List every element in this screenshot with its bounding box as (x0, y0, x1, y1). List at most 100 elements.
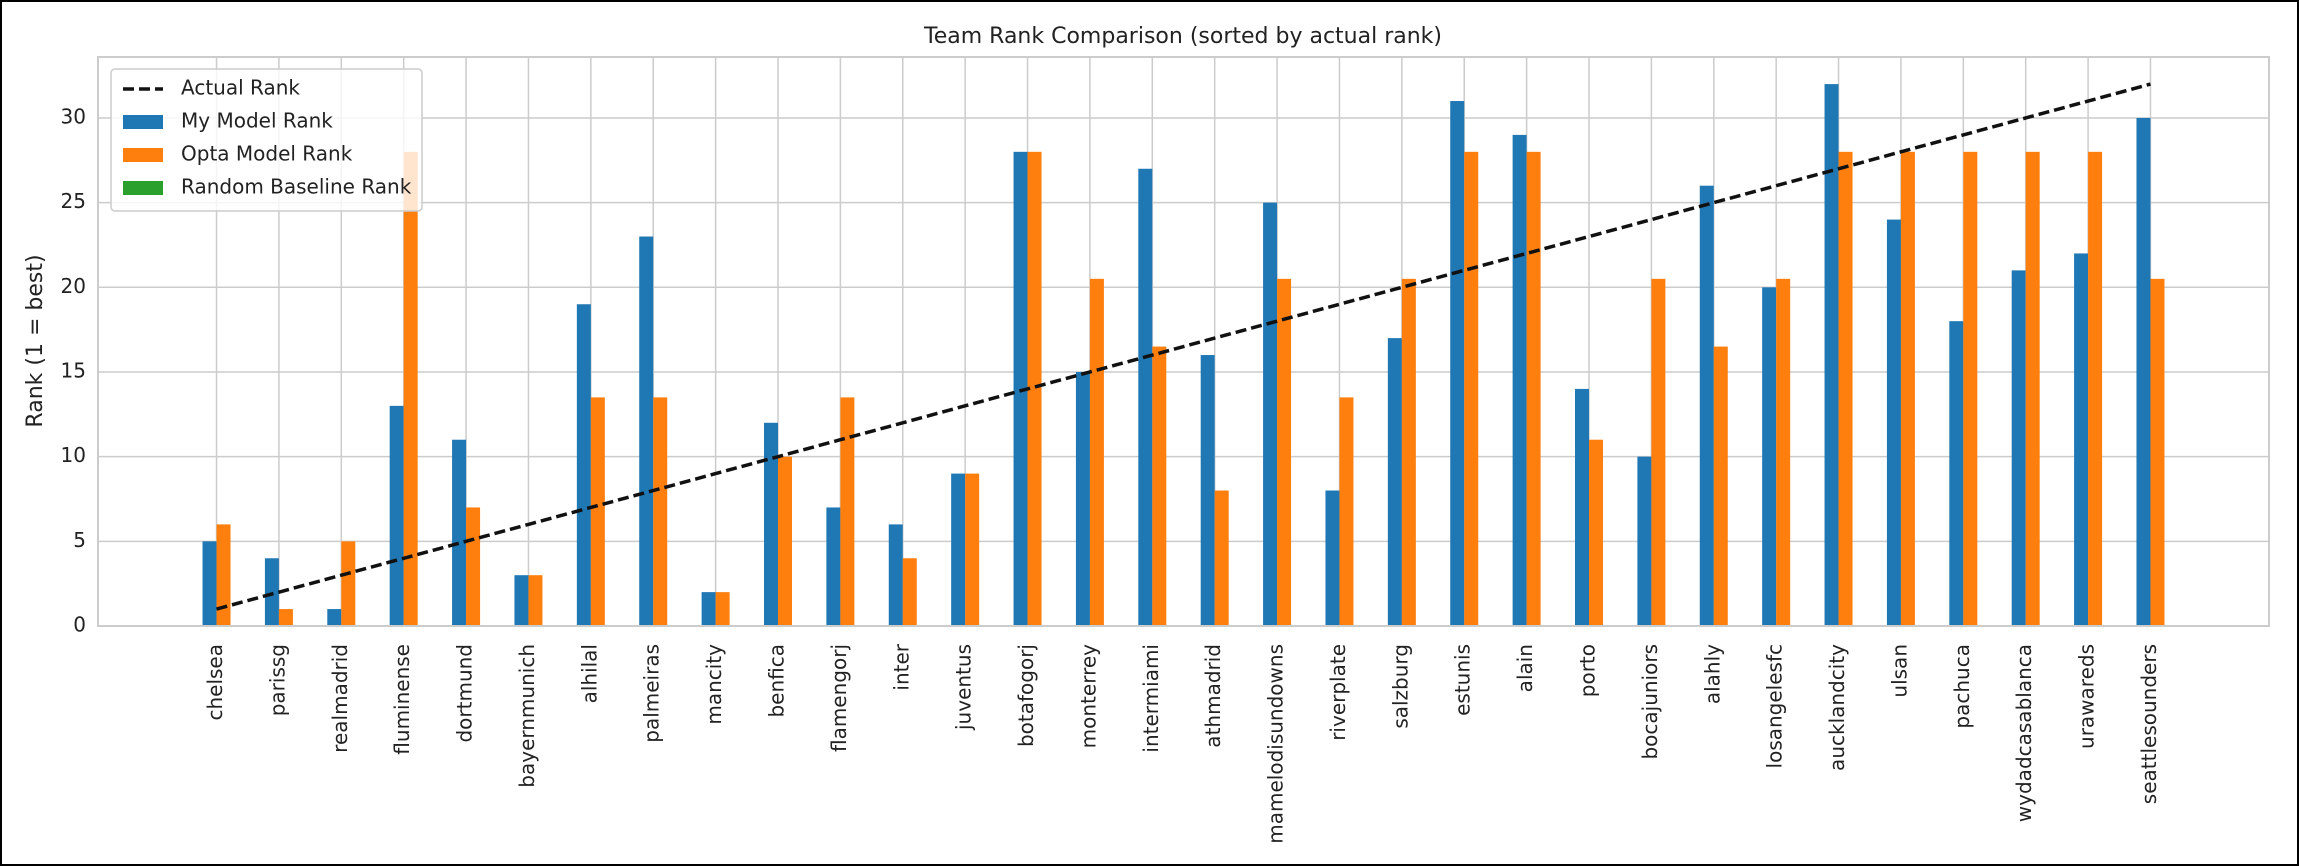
bar (528, 575, 543, 626)
x-tick-label: intermiami (1139, 644, 1163, 753)
bar (1699, 185, 1714, 626)
x-tick-label: aucklandcity (1825, 644, 1849, 771)
x-tick-label: botafogorj (1014, 644, 1038, 747)
y-tick-label: 20 (61, 274, 86, 298)
x-tick-label: juventus (952, 644, 976, 731)
legend-label: Opta Model Rank (181, 142, 353, 166)
x-tick-label: mancity (702, 644, 726, 725)
y-tick-label: 5 (73, 528, 86, 552)
bar (1027, 151, 1042, 627)
bar (2025, 151, 2040, 627)
legend-swatch (123, 181, 163, 195)
x-tick-label: riverplate (1326, 644, 1350, 741)
x-tick-label: benfica (764, 644, 788, 718)
bar (1152, 346, 1167, 626)
bar (777, 456, 792, 626)
bar (452, 439, 467, 626)
bar (1575, 388, 1590, 626)
bar (1526, 151, 1541, 627)
x-tick-label: monterrey (1076, 644, 1100, 749)
x-tick-label: seattlesounders (2137, 644, 2161, 804)
y-tick-label: 0 (73, 613, 86, 637)
bar (2088, 151, 2103, 627)
y-axis-label: Rank (1 = best) (23, 254, 48, 427)
x-tick-label: athmadrid (1201, 644, 1225, 748)
x-tick-label: estunis (1451, 644, 1475, 716)
x-tick-label: alain (1513, 644, 1537, 692)
x-tick-label: fluminense (390, 644, 414, 755)
bar (1089, 278, 1104, 626)
bar (1075, 371, 1090, 626)
x-tick-label: chelsea (203, 644, 227, 721)
bar (1138, 168, 1153, 626)
x-tick-label: inter (889, 643, 913, 690)
bar (1963, 151, 1978, 627)
bar (1325, 490, 1340, 626)
x-tick-label: urawareds (2075, 644, 2099, 749)
bar (653, 397, 668, 626)
bar (590, 397, 605, 626)
bar (840, 397, 855, 626)
bar (1589, 439, 1604, 626)
legend-swatch (123, 148, 163, 162)
x-tick-label: wydadcasablanca (2012, 644, 2036, 822)
x-tick-label: alhilal (577, 644, 601, 703)
bar (1776, 278, 1791, 626)
bar (701, 592, 716, 626)
bar (514, 575, 529, 626)
bar (466, 507, 481, 626)
bar (888, 524, 903, 626)
bar (826, 507, 841, 626)
bar (576, 304, 591, 626)
bar (1277, 278, 1292, 626)
bar (1824, 84, 1839, 627)
line (216, 82, 2151, 611)
chart-title: Team Rank Comparison (sorted by actual r… (923, 24, 1442, 49)
bar (1886, 219, 1901, 627)
x-tick-label: realmadrid (328, 644, 352, 753)
bar (902, 558, 917, 626)
bar (2136, 117, 2151, 626)
bar (264, 558, 279, 626)
bar (1401, 278, 1416, 626)
x-tick-label: bayernmunich (515, 644, 539, 788)
x-tick-label: palmeiras (640, 644, 664, 743)
y-tick-label: 30 (61, 104, 86, 128)
bar (1512, 134, 1527, 626)
bar (1900, 151, 1915, 627)
bar (1450, 101, 1465, 626)
x-tick-label: porto (1576, 644, 1600, 697)
bar (327, 609, 342, 626)
bar (715, 592, 730, 626)
x-tick-label: parissg (265, 644, 289, 716)
bar (1838, 151, 1853, 627)
bar (1387, 338, 1402, 626)
bar (763, 422, 778, 626)
x-tick-label: mamelodisundowns (1264, 644, 1288, 844)
x-tick-label: losangelesfc (1763, 644, 1787, 768)
x-tick-label: ulsan (1887, 644, 1911, 698)
bar (2150, 278, 2165, 626)
bar (403, 151, 418, 627)
legend-swatch (123, 115, 163, 129)
bar (639, 236, 654, 626)
bar (1263, 202, 1278, 626)
bar (1464, 151, 1479, 627)
legend-label: My Model Rank (181, 109, 333, 133)
bar (1013, 151, 1028, 627)
bar (202, 541, 217, 626)
x-tick-label: flamengorj (827, 644, 851, 752)
bar (965, 473, 980, 626)
bar (1713, 346, 1728, 626)
bar (1339, 397, 1354, 626)
x-tick-label: salzburg (1388, 644, 1412, 729)
bar (216, 524, 231, 626)
bar (2074, 253, 2089, 626)
bar (389, 405, 404, 626)
bar (1637, 456, 1652, 626)
bar (1949, 321, 1964, 626)
axes-frame (97, 56, 2270, 627)
x-tick-label: pachuca (1950, 644, 1974, 729)
x-tick-label: bocajuniors (1638, 644, 1662, 760)
